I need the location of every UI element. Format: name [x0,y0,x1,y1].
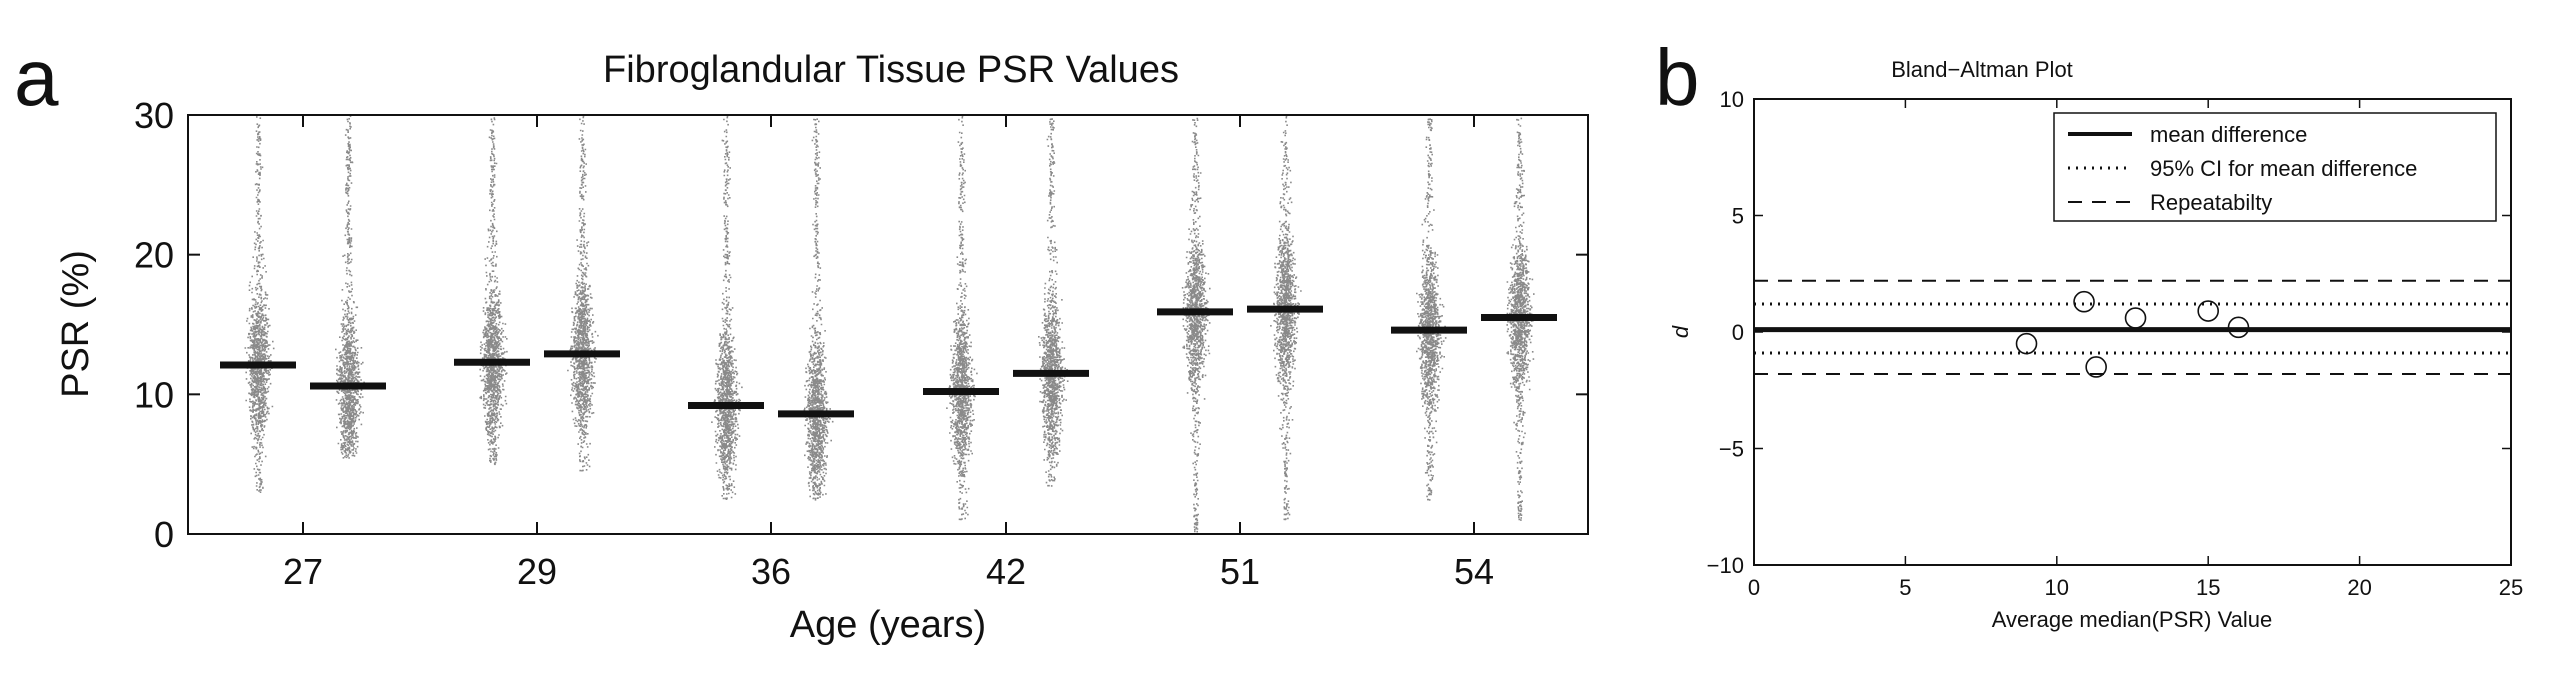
chart-b-x-ticks: 0 5 10 15 20 25 [1748,99,2523,600]
data-point-1 [2015,332,2038,355]
x-tick-label-54: 54 [1454,551,1494,592]
chart-a-x-ticks: 27 29 36 42 51 54 [283,115,1494,592]
chart-a-medians [220,305,1557,418]
scatter-cloud-51-scan-1 [1181,117,1211,535]
b-x-tick-label-15: 15 [2196,575,2220,600]
chart-b-legend: mean difference 95% CI for mean differen… [2053,112,2497,222]
data-point-5 [2197,300,2219,322]
b-y-tick-label--5: −5 [1719,437,1744,462]
scatter-cloud-27-scan-1 [244,116,275,493]
x-tick-label-29: 29 [517,551,557,592]
legend-item-repeatability: Repeatabilty [2150,190,2272,215]
data-point-6 [2227,316,2250,339]
chart-b-y-ticks: −10 −5 0 5 10 [1707,87,2511,578]
chart-a-y-axis-label: PSR (%) [55,250,97,398]
chart-a-points [244,115,1535,535]
scatter-cloud-42-scan-2 [1038,118,1069,487]
chart-a-y-ticks: 0 10 20 30 [134,95,1588,555]
data-point-4 [2124,307,2147,329]
b-y-tick-label-0: 0 [1732,320,1744,345]
x-tick-label-42: 42 [986,551,1026,592]
legend-item-ci: 95% CI for mean difference [2150,156,2417,181]
scatter-cloud-54-scan-1 [1416,118,1447,501]
scatter-cloud-29-scan-2 [567,115,599,472]
scatter-cloud-27-scan-2 [335,115,365,459]
chart-b-y-axis-label: d [1668,325,1693,338]
y-tick-label-20: 20 [134,235,174,276]
b-x-tick-label-20: 20 [2347,575,2371,600]
chart-a-x-axis-label: Age (years) [790,604,986,646]
chart-a-axes-box [187,114,1589,535]
x-tick-label-36: 36 [751,551,791,592]
scatter-cloud-42-scan-1 [946,115,978,521]
y-tick-label-10: 10 [134,374,174,415]
b-y-tick-label-5: 5 [1732,204,1744,229]
panel-letter-b: b [1655,33,1700,122]
chart-b-points [2015,290,2250,378]
b-y-tick-label-10: 10 [1720,87,1744,112]
panel-a-chart: Fibroglandular Tissue PSR Values 0 10 20 30… [55,49,1589,646]
scatter-cloud-29-scan-1 [479,117,508,466]
b-x-tick-label-10: 10 [2045,575,2069,600]
legend-item-mean-difference: mean difference [2150,122,2307,147]
chart-b-reference-lines [1754,279,2511,375]
data-point-2 [2073,290,2095,313]
b-x-tick-label-0: 0 [1748,575,1760,600]
chart-a-title: Fibroglandular Tissue PSR Values [603,49,1179,91]
b-x-tick-label-5: 5 [1899,575,1911,600]
data-point-3 [2085,356,2107,378]
chart-b-x-axis-label: Average median(PSR) Value [1992,607,2272,632]
scatter-cloud-36-scan-2 [803,118,834,501]
scatter-cloud-36-scan-1 [711,115,743,501]
y-tick-label-30: 30 [134,95,174,136]
panel-letter-a: a [14,33,59,122]
scatter-cloud-51-scan-2 [1270,115,1302,521]
chart-b-title: Bland−Altman Plot [1891,57,2073,82]
b-x-tick-label-25: 25 [2499,575,2523,600]
panel-b-chart: Bland−Altman Plot −10 −5 0 5 10 0 5 10 15 20 25 d… [1668,57,2523,632]
b-y-tick-label--10: −10 [1707,553,1744,578]
x-tick-label-51: 51 [1220,551,1260,592]
x-tick-label-27: 27 [283,551,323,592]
y-tick-label-0: 0 [154,514,174,555]
